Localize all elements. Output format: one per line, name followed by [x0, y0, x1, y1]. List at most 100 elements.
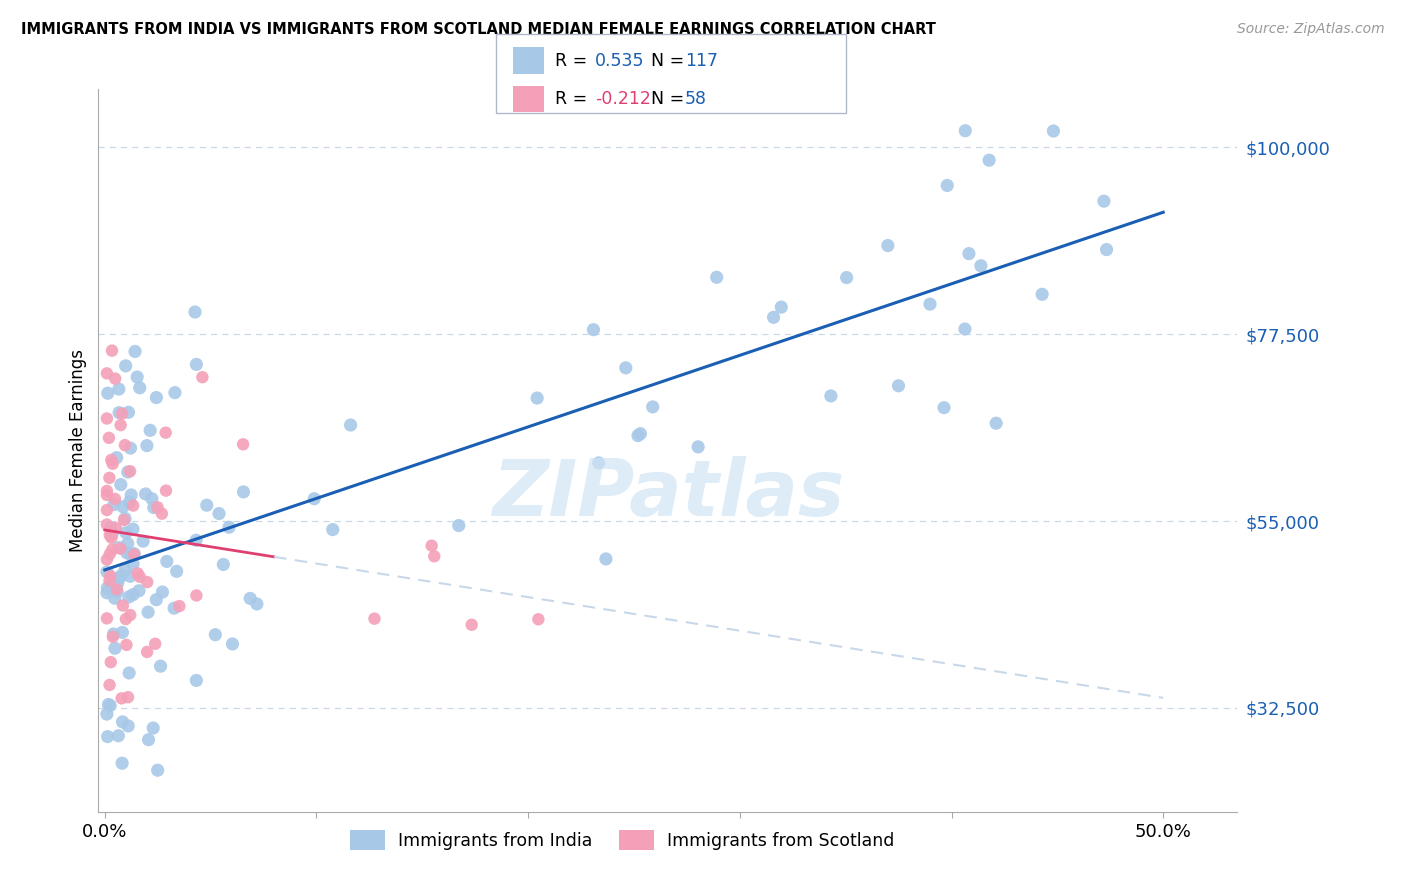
Text: 58: 58 [685, 90, 707, 108]
Point [96, 565, 118, 579]
Point [101, 343, 124, 358]
Point [110, 541, 132, 556]
Point [835, 270, 858, 285]
Point [146, 763, 169, 777]
Point [96, 488, 118, 502]
Point [977, 153, 1000, 168]
Point [110, 568, 132, 582]
Point [103, 498, 125, 512]
Point [98, 698, 121, 713]
Text: R =: R = [555, 52, 593, 70]
Point [111, 756, 134, 771]
Point [96, 581, 118, 595]
Point [120, 488, 142, 502]
Point [100, 655, 122, 669]
Point [460, 617, 482, 632]
Point [98, 582, 121, 597]
Text: ZIPatlas: ZIPatlas [492, 456, 844, 532]
Point [186, 673, 208, 688]
Point [688, 440, 710, 454]
Point [246, 597, 269, 611]
Point [135, 439, 157, 453]
Point [363, 612, 385, 626]
Point [108, 570, 131, 584]
Point [1031, 287, 1053, 301]
Text: -0.212: -0.212 [595, 90, 651, 108]
Point [127, 370, 149, 384]
Point [128, 381, 150, 395]
Point [149, 659, 172, 673]
Point [97, 698, 120, 712]
Point [120, 548, 142, 562]
Point [128, 570, 150, 584]
Point [96, 611, 118, 625]
Point [208, 507, 231, 521]
Point [150, 507, 173, 521]
Text: 117: 117 [685, 52, 717, 70]
Point [122, 588, 145, 602]
Point [820, 389, 842, 403]
Point [166, 565, 188, 579]
Point [139, 423, 162, 437]
Point [204, 628, 226, 642]
Point [186, 358, 208, 372]
Point [103, 627, 125, 641]
Point [108, 541, 131, 555]
Point [115, 525, 138, 540]
Point [627, 428, 650, 442]
Point [101, 630, 124, 644]
Point [96, 552, 118, 566]
Point [141, 491, 163, 506]
Point [527, 612, 550, 626]
Point [641, 400, 664, 414]
Point [762, 310, 785, 325]
Point [136, 645, 159, 659]
Point [232, 437, 254, 451]
Point [97, 431, 120, 445]
Point [339, 417, 361, 432]
Point [117, 465, 139, 479]
Point [104, 491, 127, 506]
Point [117, 536, 139, 550]
Point [98, 547, 121, 561]
Point [98, 528, 121, 542]
Point [152, 585, 174, 599]
Point [423, 549, 446, 564]
Point [115, 546, 138, 560]
Point [135, 487, 157, 501]
Point [115, 612, 138, 626]
Point [104, 641, 127, 656]
Point [96, 483, 118, 498]
Point [118, 590, 141, 604]
Point [118, 665, 141, 680]
Point [110, 691, 132, 706]
Point [186, 533, 208, 548]
Point [163, 385, 186, 400]
Point [138, 732, 160, 747]
Point [114, 511, 136, 525]
Point [932, 401, 955, 415]
Point [706, 270, 728, 285]
Point [111, 714, 134, 729]
Text: 0.535: 0.535 [595, 52, 644, 70]
Point [117, 719, 139, 733]
Point [120, 569, 142, 583]
Point [104, 591, 127, 606]
Point [302, 491, 325, 506]
Point [953, 322, 976, 336]
Point [186, 589, 208, 603]
Point [105, 584, 128, 599]
Point [111, 407, 134, 421]
Point [101, 542, 124, 557]
Point [111, 625, 134, 640]
Point [105, 582, 128, 597]
Point [218, 520, 240, 534]
Point [1095, 243, 1118, 257]
Point [212, 558, 235, 572]
Point [104, 371, 127, 385]
Point [191, 370, 214, 384]
Y-axis label: Median Female Earnings: Median Female Earnings [69, 349, 87, 552]
Point [146, 500, 169, 515]
Point [876, 238, 898, 252]
Point [322, 523, 344, 537]
